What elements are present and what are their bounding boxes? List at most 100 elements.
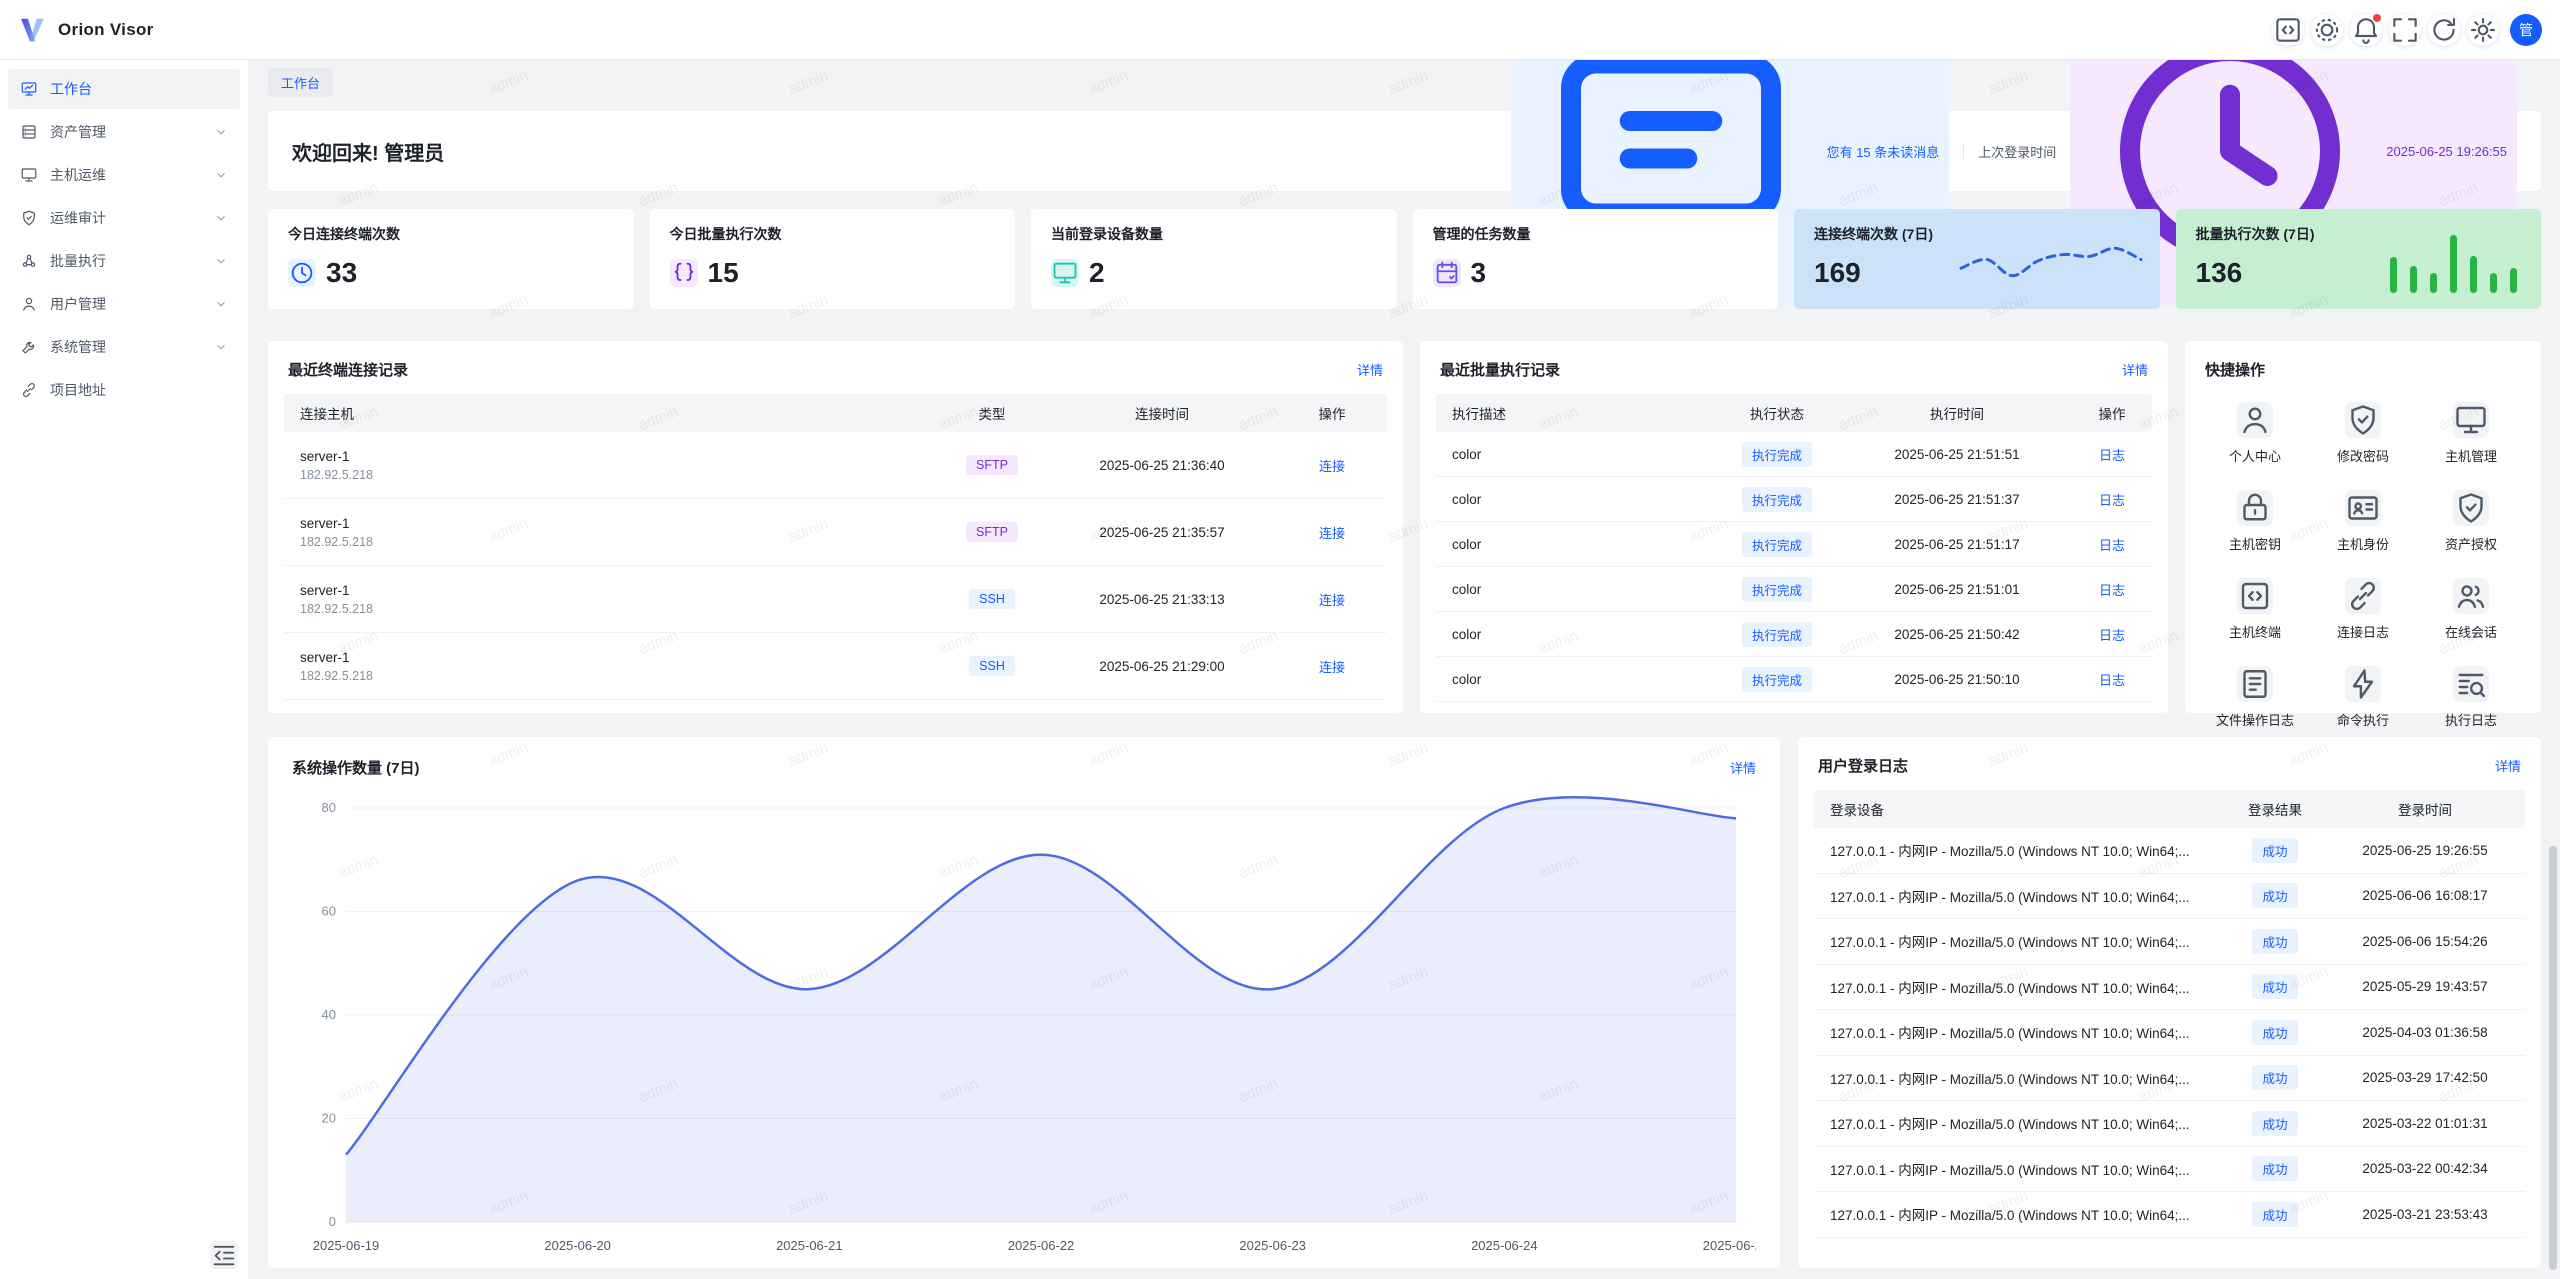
exec-time: 2025-06-25 21:50:10 bbox=[1894, 671, 2020, 687]
log-link[interactable]: 日志 bbox=[2098, 627, 2125, 643]
host-name: server-1 bbox=[300, 649, 350, 665]
bar bbox=[2470, 255, 2477, 293]
sidebar-item[interactable]: 项目地址 bbox=[8, 370, 240, 410]
stat-card-terminal-7d: 连接终端次数 (7日) 169 bbox=[1794, 209, 2160, 309]
table-header: 连接主机 类型 连接时间 操作 bbox=[284, 394, 1387, 432]
sidebar-item[interactable]: 系统管理 bbox=[8, 327, 240, 367]
quick-action[interactable]: 在线会话 bbox=[2417, 578, 2525, 641]
quick-action[interactable]: 主机管理 bbox=[2417, 402, 2525, 465]
chevron-down-icon bbox=[214, 297, 228, 311]
panel-title: 最近批量执行记录 bbox=[1440, 362, 1561, 379]
exec-description: color bbox=[1452, 491, 1482, 507]
connect-link[interactable]: 连接 bbox=[1318, 458, 1345, 474]
login-device: 127.0.0.1 - 内网IP - Mozilla/5.0 (Windows … bbox=[1830, 1026, 2190, 1042]
login-result-badge: 成功 bbox=[2252, 974, 2298, 1000]
exec-time: 2025-06-25 21:51:37 bbox=[1894, 491, 2020, 507]
shield-check-icon bbox=[2345, 402, 2381, 438]
quick-action[interactable]: 资产授权 bbox=[2417, 490, 2525, 553]
code-editor-button[interactable] bbox=[2272, 13, 2304, 46]
log-link[interactable]: 日志 bbox=[2098, 447, 2125, 463]
main-content: 工作台 欢迎回来! 管理员 您有 15 条未读消息 上次登录时间 2025-06… bbox=[248, 0, 2560, 1279]
table-row: 127.0.0.1 - 内网IP - Mozilla/5.0 (Windows … bbox=[1814, 874, 2525, 919]
last-login-label: 上次登录时间 bbox=[1978, 144, 2057, 160]
table-row: 127.0.0.1 - 内网IP - Mozilla/5.0 (Windows … bbox=[1814, 1192, 2525, 1238]
login-result-badge: 成功 bbox=[2252, 1201, 2298, 1227]
connect-link[interactable]: 连接 bbox=[1318, 525, 1345, 541]
svg-text:2025-06-22: 2025-06-22 bbox=[1008, 1238, 1075, 1253]
link-icon bbox=[20, 381, 38, 399]
quick-actions-panel: 快捷操作 个人中心 修改密码 bbox=[2185, 341, 2541, 728]
login-time: 2025-03-22 01:01:31 bbox=[2362, 1115, 2488, 1131]
sidebar-item[interactable]: 批量执行 bbox=[8, 241, 240, 281]
chart-detail-link[interactable]: 详情 bbox=[1729, 761, 1756, 776]
quick-action[interactable]: 主机密钥 bbox=[2201, 490, 2309, 553]
quick-action[interactable]: 文件操作日志 bbox=[2201, 666, 2309, 729]
quick-action[interactable]: 修改密码 bbox=[2309, 402, 2417, 465]
stat-card-batch-7d: 批量执行次数 (7日) 136 bbox=[2175, 209, 2541, 309]
protocol-badge: SFTP bbox=[966, 455, 1018, 475]
person-icon bbox=[2237, 402, 2273, 438]
bar bbox=[2390, 257, 2397, 293]
code-square-icon bbox=[2237, 578, 2273, 614]
terminal-table-body: server-1 182.92.5.218 SFTP 2025-06-25 21… bbox=[284, 432, 1387, 700]
sidebar-item[interactable]: 运维审计 bbox=[8, 198, 240, 238]
bar bbox=[2410, 265, 2417, 293]
theme-toggle-button[interactable] bbox=[2311, 13, 2343, 46]
login-detail-link[interactable]: 详情 bbox=[2494, 759, 2521, 774]
link-icon bbox=[2345, 578, 2381, 614]
quick-action[interactable]: 主机终端 bbox=[2201, 578, 2309, 641]
exec-status-badge: 执行完成 bbox=[1741, 666, 1812, 692]
login-device: 127.0.0.1 - 内网IP - Mozilla/5.0 (Windows … bbox=[1830, 980, 2190, 996]
welcome-title: 欢迎回来! 管理员 bbox=[292, 142, 445, 165]
connect-link[interactable]: 连接 bbox=[1318, 659, 1345, 675]
sidebar-item[interactable]: 用户管理 bbox=[8, 284, 240, 324]
bell-icon bbox=[2350, 14, 2382, 46]
sidebar-collapse-button[interactable] bbox=[210, 1241, 238, 1269]
panel-title: 快捷操作 bbox=[2205, 362, 2266, 379]
connect-link[interactable]: 连接 bbox=[1318, 592, 1345, 608]
table-row: 127.0.0.1 - 内网IP - Mozilla/5.0 (Windows … bbox=[1814, 1101, 2525, 1147]
sidebar-menu: 工作台 资产管理 主机运维 运维审计 bbox=[0, 69, 248, 410]
quick-action[interactable]: 个人中心 bbox=[2201, 402, 2309, 465]
chevron-down-icon bbox=[214, 168, 228, 182]
quick-action[interactable]: 主机身份 bbox=[2309, 490, 2417, 553]
breadcrumb[interactable]: 工作台 bbox=[268, 68, 334, 97]
notifications-button[interactable] bbox=[2350, 13, 2382, 46]
login-result-badge: 成功 bbox=[2252, 928, 2298, 954]
quick-action[interactable]: 连接日志 bbox=[2309, 578, 2417, 641]
refresh-button[interactable] bbox=[2428, 13, 2460, 46]
quick-action[interactable]: 执行日志 bbox=[2417, 666, 2525, 729]
people-icon bbox=[2453, 578, 2489, 614]
sidebar-item[interactable]: 资产管理 bbox=[8, 112, 240, 152]
log-link[interactable]: 日志 bbox=[2098, 672, 2125, 688]
log-link[interactable]: 日志 bbox=[2098, 492, 2125, 508]
svg-text:80: 80 bbox=[322, 800, 336, 815]
bar bbox=[2450, 235, 2457, 293]
terminal-detail-link[interactable]: 详情 bbox=[1356, 363, 1383, 378]
chevron-down-icon bbox=[214, 254, 228, 268]
exec-time: 2025-06-25 21:51:17 bbox=[1894, 536, 2020, 552]
quick-action[interactable]: 命令执行 bbox=[2309, 666, 2417, 729]
settings-button[interactable] bbox=[2467, 13, 2499, 46]
table-row: 127.0.0.1 - 内网IP - Mozilla/5.0 (Windows … bbox=[1814, 1147, 2525, 1192]
bar bbox=[2430, 272, 2437, 293]
exec-status-badge: 执行完成 bbox=[1741, 621, 1812, 647]
sidebar-item[interactable]: 工作台 bbox=[8, 69, 240, 109]
fullscreen-button[interactable] bbox=[2389, 13, 2421, 46]
exec-description: color bbox=[1452, 446, 1482, 462]
batch-detail-link[interactable]: 详情 bbox=[2121, 363, 2148, 378]
svg-text:20: 20 bbox=[322, 1111, 336, 1126]
sidebar-item[interactable]: 主机运维 bbox=[8, 155, 240, 195]
bar bbox=[2510, 268, 2517, 293]
user-avatar[interactable]: 管 bbox=[2510, 13, 2542, 46]
log-link[interactable]: 日志 bbox=[2098, 537, 2125, 553]
connect-time: 2025-06-25 21:35:57 bbox=[1099, 524, 1225, 540]
connect-time: 2025-06-25 21:33:13 bbox=[1099, 591, 1225, 607]
log-link[interactable]: 日志 bbox=[2098, 582, 2125, 598]
exec-time: 2025-06-25 21:51:51 bbox=[1894, 446, 2020, 462]
header-actions: 管 bbox=[2272, 13, 2542, 46]
login-result-badge: 成功 bbox=[2252, 1156, 2298, 1182]
login-device: 127.0.0.1 - 内网IP - Mozilla/5.0 (Windows … bbox=[1830, 844, 2190, 860]
exec-status-badge: 执行完成 bbox=[1741, 531, 1812, 557]
page-scrollbar-thumb[interactable] bbox=[2549, 846, 2557, 1270]
